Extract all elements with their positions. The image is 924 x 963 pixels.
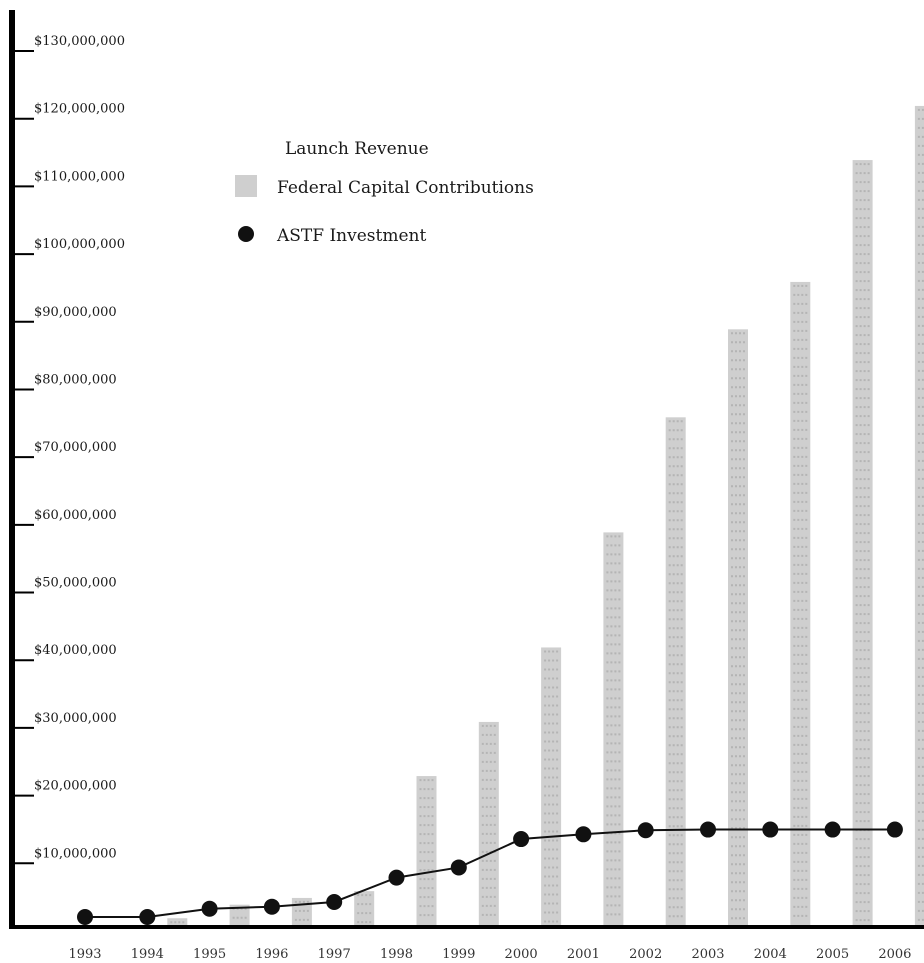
bars-layer xyxy=(167,105,924,926)
bar-rect xyxy=(167,918,188,925)
x-tick-label: 1999 xyxy=(442,947,475,962)
point-1996 xyxy=(263,898,280,915)
bar-2006 xyxy=(914,105,924,925)
bar-rect xyxy=(603,532,624,925)
point-2005 xyxy=(824,821,841,838)
y-tick-label: $110,000,000 xyxy=(34,169,125,184)
astf-investment-line xyxy=(85,828,895,918)
point-1997 xyxy=(326,893,343,910)
point-1993 xyxy=(77,909,93,925)
x-tick-label: 1993 xyxy=(68,947,101,962)
bar-1999 xyxy=(478,721,499,925)
x-tick-label: 1997 xyxy=(318,947,351,962)
y-tick-label: $90,000,000 xyxy=(34,305,117,320)
bar-1996 xyxy=(291,897,312,925)
y-tick-label: $10,000,000 xyxy=(34,846,117,861)
x-tick-label: 2004 xyxy=(754,947,787,962)
point-1999 xyxy=(450,859,467,876)
y-tick-label: $130,000,000 xyxy=(34,34,125,49)
legend-marker-astf xyxy=(238,226,254,242)
point-2002 xyxy=(637,822,654,839)
bar-rect xyxy=(354,891,375,925)
bar-2002 xyxy=(665,417,686,925)
x-axis-ticks: 1993 1994 1995 1996 1997 1998 1999 2000 2001 2002… xyxy=(68,947,911,962)
x-tick-label: 2006 xyxy=(878,947,911,962)
y-tick-label: $100,000,000 xyxy=(34,237,125,252)
investment-line-layer xyxy=(77,821,903,925)
bar-2005 xyxy=(852,160,873,926)
x-tick-label: 2002 xyxy=(629,947,662,962)
bar-rect xyxy=(728,329,748,925)
x-tick-label: 1995 xyxy=(193,947,226,962)
bar-rect xyxy=(478,721,499,925)
bar-1995 xyxy=(229,904,250,925)
point-2006 xyxy=(886,821,903,838)
legend-label-astf: ASTF Investment xyxy=(276,226,426,246)
bar-2004 xyxy=(790,281,811,925)
x-tick-label: 2003 xyxy=(691,947,724,962)
point-1994 xyxy=(139,909,156,925)
legend: Launch Revenue Federal Capital Contribut… xyxy=(235,139,534,246)
x-tick-label: 2005 xyxy=(816,947,849,962)
bar-rect xyxy=(852,160,873,926)
bar-1997 xyxy=(354,891,375,925)
axes-layer xyxy=(9,10,924,929)
bar-2001 xyxy=(603,532,624,925)
x-tick-label: 2000 xyxy=(505,947,538,962)
point-2003 xyxy=(700,821,716,838)
legend-label-federal: Federal Capital Contributions xyxy=(277,178,534,198)
bar-2003 xyxy=(728,329,748,925)
x-tick-label: 1998 xyxy=(380,947,413,962)
x-tick-label: 2001 xyxy=(567,947,600,962)
y-tick-label: $70,000,000 xyxy=(34,440,117,455)
bar-rect xyxy=(229,904,250,925)
bar-1998 xyxy=(416,776,437,925)
y-tick-label: $30,000,000 xyxy=(34,711,117,726)
point-1998 xyxy=(388,869,405,886)
bar-rect xyxy=(790,281,811,925)
x-tick-label: 1994 xyxy=(131,947,164,962)
y-tick-label: $60,000,000 xyxy=(34,508,117,523)
y-tick-label: $120,000,000 xyxy=(34,102,125,117)
bar-rect xyxy=(665,417,686,925)
x-tick-label: 1996 xyxy=(255,947,288,962)
y-tick-label: $50,000,000 xyxy=(34,576,117,591)
point-2001 xyxy=(575,826,592,843)
legend-swatch-federal xyxy=(235,175,257,197)
bar-1994 xyxy=(167,918,188,925)
point-2004 xyxy=(762,821,779,838)
bar-rect xyxy=(541,647,562,925)
bar-2000 xyxy=(541,647,562,925)
y-tick-label: $40,000,000 xyxy=(34,643,117,658)
point-1995 xyxy=(201,900,218,917)
point-2000 xyxy=(513,831,530,848)
y-tick-label: $20,000,000 xyxy=(34,779,117,794)
legend-label-launch-revenue: Launch Revenue xyxy=(285,139,429,159)
y-tick-label: $80,000,000 xyxy=(34,372,117,387)
y-axis-ticks: $10,000,000 $20,000,000 $30,000,000 $40,000… xyxy=(12,34,125,865)
